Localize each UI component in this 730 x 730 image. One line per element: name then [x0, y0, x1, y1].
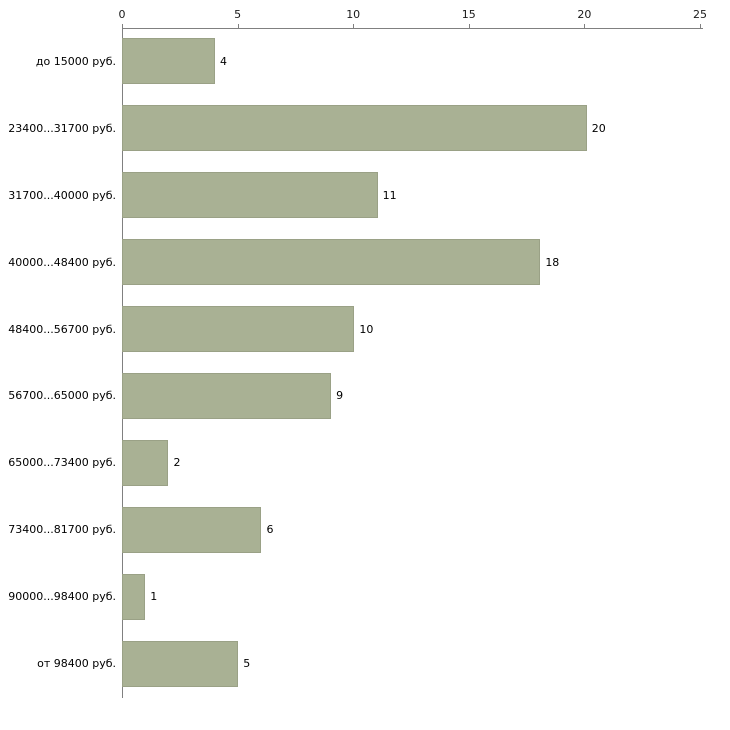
- bar-row: 48400...56700 руб. 10: [0, 296, 703, 363]
- bar-track: 18: [122, 229, 703, 296]
- x-tick-label: 25: [693, 8, 707, 21]
- bar-track: 2: [122, 429, 703, 496]
- category-label: 65000...73400 руб.: [8, 456, 116, 470]
- value-label: 9: [336, 389, 344, 403]
- x-tick-label: 5: [234, 8, 242, 21]
- category-label: 23400...31700 руб.: [8, 121, 116, 135]
- bar: [122, 38, 215, 85]
- bar-track: 9: [122, 363, 703, 430]
- category-label: 31700...40000 руб.: [8, 188, 116, 202]
- x-tick-mark: [584, 24, 586, 28]
- value-label: 11: [382, 188, 397, 202]
- x-tick-mark: [122, 24, 123, 28]
- bar-row: до 15000 руб. 4: [0, 28, 703, 95]
- bar: [122, 105, 587, 152]
- bar-row: 56700...65000 руб. 9: [0, 363, 703, 430]
- bar-row: 23400...31700 руб. 20: [0, 95, 703, 162]
- bar-row: 90000...98400 руб. 1: [0, 563, 703, 630]
- category-label: 90000...98400 руб.: [8, 590, 116, 604]
- category-label: 73400...81700 руб.: [8, 523, 116, 537]
- bar: [122, 573, 146, 620]
- x-tick-label: 0: [118, 8, 126, 21]
- bar: [122, 239, 541, 286]
- bar: [122, 306, 355, 353]
- x-axis-line: [122, 28, 703, 29]
- bar-row: 65000...73400 руб. 2: [0, 429, 703, 496]
- x-tick-mark: [468, 24, 470, 28]
- bar: [122, 439, 169, 486]
- category-label: от 98400 руб.: [37, 657, 116, 671]
- value-label: 10: [359, 322, 374, 336]
- x-tick-label: 20: [577, 8, 592, 21]
- x-tick-mark: [353, 24, 355, 28]
- bar-track: 1: [122, 563, 703, 630]
- value-label: 5: [243, 657, 251, 671]
- bar-row: 31700...40000 руб. 11: [0, 162, 703, 229]
- bar-row: от 98400 руб. 5: [0, 630, 703, 697]
- bar-track: 4: [122, 28, 703, 95]
- x-tick-mark: [700, 24, 701, 28]
- bar-row: 40000...48400 руб. 18: [0, 229, 703, 296]
- category-label: 56700...65000 руб.: [8, 389, 116, 403]
- bar-track: 11: [122, 162, 703, 229]
- category-label: до 15000 руб.: [35, 54, 116, 68]
- y-axis-line: [122, 28, 123, 698]
- bar: [122, 172, 378, 219]
- plot-area: до 15000 руб. 4 23400...31700 руб. 20 31700.…: [0, 28, 703, 697]
- value-label: 18: [545, 255, 560, 269]
- value-label: 1: [150, 590, 158, 604]
- value-label: 4: [219, 54, 227, 68]
- bar: [122, 506, 262, 553]
- x-tick-label: 10: [346, 8, 361, 21]
- bar-track: 10: [122, 296, 703, 363]
- bar-track: 20: [122, 95, 703, 162]
- bar-track: 6: [122, 496, 703, 563]
- category-label: 48400...56700 руб.: [8, 322, 116, 336]
- x-tick-label: 15: [461, 8, 476, 21]
- x-tick-mark: [237, 24, 239, 28]
- bar-row: 73400...81700 руб. 6: [0, 496, 703, 563]
- category-label: 40000...48400 руб.: [8, 255, 116, 269]
- value-label: 20: [591, 121, 606, 135]
- bar: [122, 640, 239, 687]
- bar: [122, 372, 332, 419]
- value-label: 6: [266, 523, 274, 537]
- bar-track: 5: [122, 630, 703, 697]
- value-label: 2: [173, 456, 181, 470]
